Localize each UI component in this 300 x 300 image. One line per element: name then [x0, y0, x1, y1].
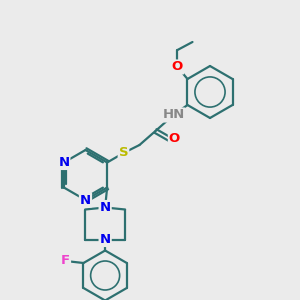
Text: HN: HN — [162, 109, 184, 122]
Text: N: N — [100, 201, 111, 214]
Text: N: N — [100, 233, 111, 246]
Text: O: O — [169, 133, 180, 146]
Text: F: F — [61, 254, 70, 268]
Text: O: O — [172, 61, 183, 74]
Text: S: S — [119, 146, 128, 160]
Text: N: N — [80, 194, 91, 206]
Text: N: N — [58, 156, 69, 169]
